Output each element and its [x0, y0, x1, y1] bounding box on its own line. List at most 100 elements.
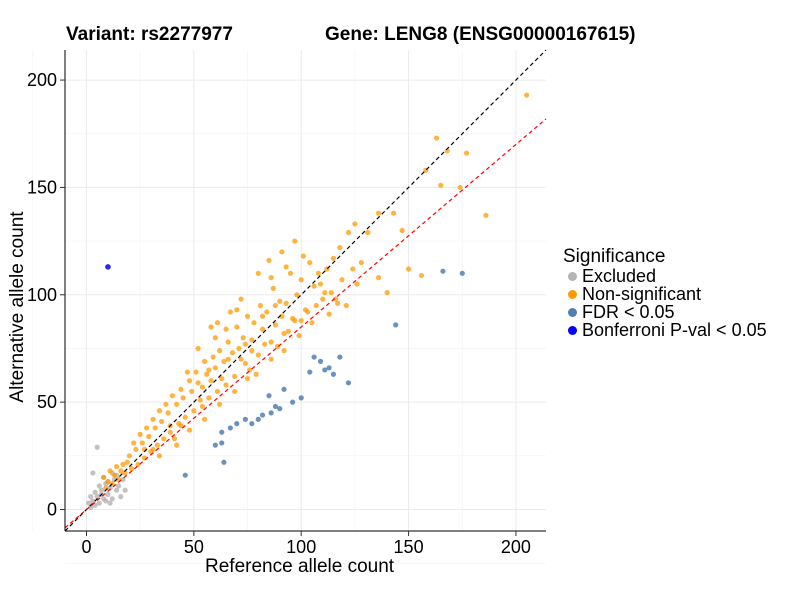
- x-tick-label: 200: [501, 537, 531, 557]
- data-point: [326, 311, 332, 317]
- data-point: [277, 406, 283, 412]
- data-point: [212, 365, 218, 371]
- data-point: [305, 309, 311, 315]
- data-point: [154, 442, 160, 448]
- data-point: [440, 268, 446, 274]
- data-point: [107, 485, 113, 491]
- y-tick-label: 50: [37, 392, 57, 412]
- data-point: [184, 369, 190, 375]
- data-point: [223, 326, 229, 332]
- data-point: [137, 431, 143, 437]
- data-point: [259, 313, 266, 319]
- data-point: [285, 328, 291, 334]
- data-point: [195, 345, 201, 352]
- data-point: [210, 354, 216, 360]
- data-point: [317, 358, 324, 364]
- data-point: [219, 429, 225, 435]
- data-point: [255, 416, 261, 422]
- data-point: [272, 322, 279, 328]
- data-point: [219, 375, 225, 382]
- data-point: [238, 356, 244, 362]
- data-point: [298, 395, 304, 401]
- x-tick-label: 150: [394, 537, 424, 557]
- data-point: [307, 369, 313, 375]
- data-point: [236, 345, 242, 352]
- data-point: [326, 365, 332, 371]
- data-point: [287, 270, 294, 276]
- y-tick-label: 150: [27, 177, 57, 197]
- data-point: [92, 489, 98, 495]
- data-point: [244, 375, 251, 382]
- data-point: [182, 472, 188, 478]
- data-point: [459, 270, 465, 276]
- data-point: [206, 367, 212, 373]
- data-point: [240, 335, 246, 341]
- data-point: [281, 386, 287, 392]
- data-point: [126, 453, 133, 459]
- data-point: [283, 300, 289, 306]
- data-point: [221, 358, 227, 364]
- legend-swatch-non-significant: [568, 289, 577, 299]
- data-point: [274, 343, 281, 349]
- data-point: [345, 380, 352, 386]
- data-point: [217, 348, 223, 354]
- legend-item-non-significant: Non-significant: [563, 285, 767, 303]
- legend-swatch-bonferroni: [568, 325, 577, 335]
- data-point: [272, 403, 279, 410]
- data-point: [270, 285, 276, 291]
- data-point: [101, 474, 107, 480]
- legend-label: Non-significant: [582, 284, 702, 304]
- data-points: [86, 92, 530, 510]
- data-point: [298, 317, 304, 324]
- data-point: [266, 393, 272, 399]
- legend-label: Bonferroni P-val < 0.05: [582, 320, 767, 340]
- data-point: [208, 324, 214, 330]
- data-point: [116, 483, 122, 489]
- data-point: [133, 446, 139, 453]
- data-point: [103, 498, 109, 504]
- data-point: [234, 307, 240, 313]
- data-point: [122, 487, 128, 493]
- data-point: [238, 296, 244, 302]
- y-tick-label: 0: [47, 500, 57, 520]
- data-point: [232, 388, 238, 395]
- data-point: [88, 504, 94, 510]
- data-point: [296, 332, 302, 339]
- legend-item-bonferroni: Bonferroni P-val < 0.05: [563, 321, 767, 339]
- data-point: [206, 395, 212, 401]
- data-point: [221, 459, 227, 465]
- data-point: [156, 408, 163, 414]
- data-point: [350, 266, 356, 272]
- data-point: [212, 335, 218, 341]
- data-point: [292, 238, 298, 244]
- data-point: [255, 352, 261, 358]
- data-point: [152, 425, 158, 431]
- data-point: [165, 410, 171, 416]
- y-tick-label: 200: [27, 70, 57, 90]
- data-point: [122, 470, 128, 476]
- data-point: [457, 184, 463, 191]
- data-point: [94, 444, 100, 450]
- data-point: [483, 212, 489, 218]
- data-point: [186, 427, 193, 433]
- data-point: [88, 494, 94, 500]
- data-point: [315, 270, 321, 276]
- data-point: [313, 302, 319, 309]
- data-point: [418, 272, 425, 279]
- data-point: [227, 425, 233, 431]
- data-point: [186, 378, 193, 384]
- reference-line-identity: [64, 49, 547, 532]
- data-point: [335, 300, 341, 306]
- data-point: [86, 500, 92, 506]
- data-point: [279, 249, 285, 255]
- data-point: [150, 446, 156, 453]
- data-point: [337, 354, 343, 360]
- data-point: [90, 470, 96, 476]
- data-point: [131, 440, 137, 446]
- reference-lines: [64, 49, 547, 532]
- data-point: [174, 401, 180, 407]
- data-point: [268, 410, 274, 416]
- data-point: [214, 388, 221, 395]
- data-point: [214, 320, 221, 326]
